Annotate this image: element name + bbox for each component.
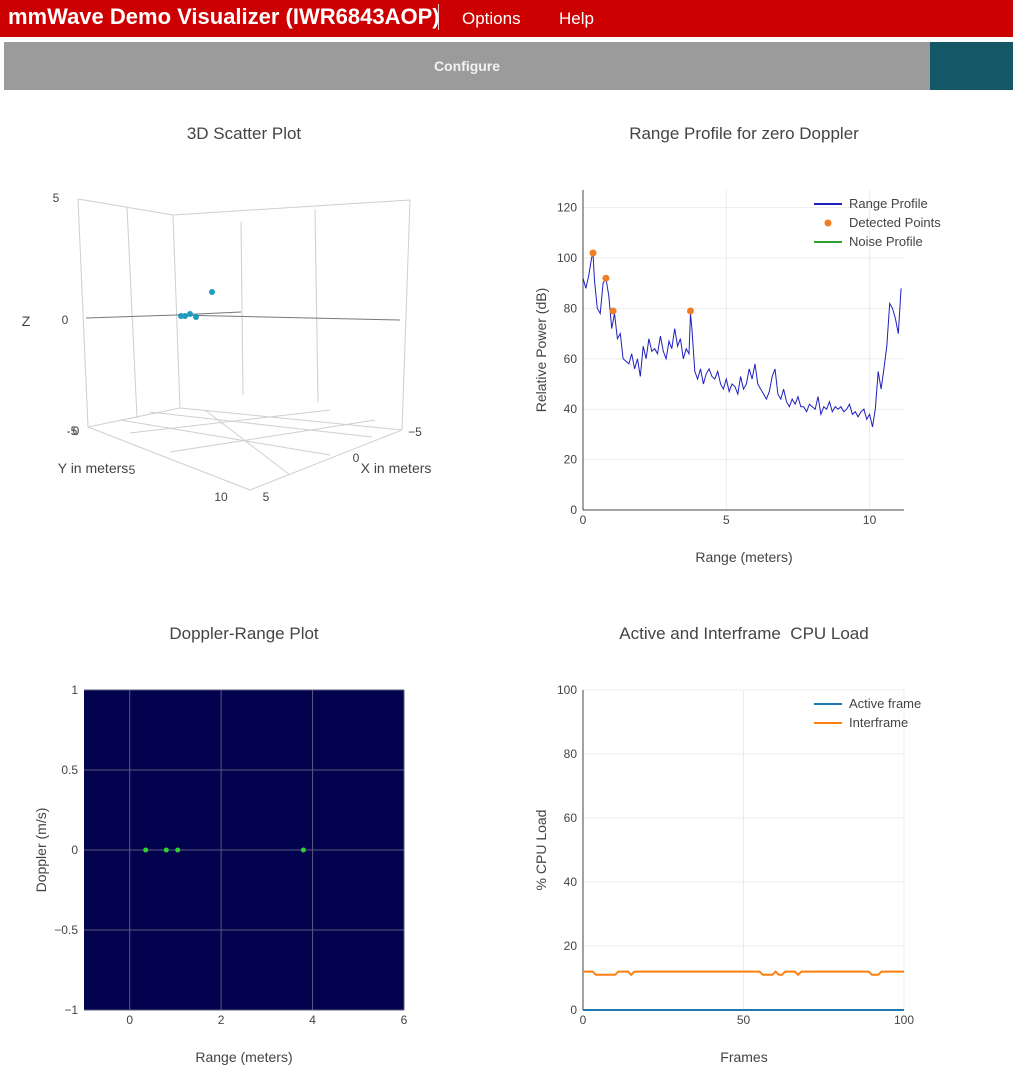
y-tick-5: 5 — [129, 463, 136, 477]
title-separator — [438, 4, 439, 30]
scatter-3d-box — [77, 198, 411, 491]
y-tick-label: 60 — [564, 352, 578, 366]
y-tick-label: 20 — [564, 939, 578, 953]
scatter-3d-title: 3D Scatter Plot — [187, 124, 302, 143]
point-3d — [209, 289, 215, 295]
y-tick-label: 1 — [71, 683, 78, 697]
legend-label: Active frame — [849, 696, 921, 711]
data-point — [300, 847, 306, 853]
y-tick-10: 10 — [214, 490, 228, 504]
x-tick-label: 10 — [863, 513, 877, 527]
data-point — [609, 307, 617, 315]
y-tick-label: 20 — [564, 453, 578, 467]
point-3d — [193, 314, 199, 320]
data-point — [602, 274, 610, 282]
legend-label: Interframe — [849, 715, 908, 730]
menu-options[interactable]: Options — [462, 9, 521, 28]
z-axis-label: Z — [22, 313, 31, 329]
cpu-load-ylabel: % CPU Load — [533, 810, 549, 891]
app-title: mmWave Demo Visualizer (IWR6843AOP) — [8, 4, 440, 29]
series-line — [582, 252, 902, 428]
scatter-3d-zero-plane — [85, 311, 401, 321]
x-tick-label: 100 — [894, 1013, 914, 1027]
y-tick-label: −1 — [64, 1003, 78, 1017]
x-tick-label: 50 — [737, 1013, 751, 1027]
data-point — [589, 249, 597, 257]
x-tick-label: 0 — [580, 513, 587, 527]
doppler-range-ylabel: Doppler (m/s) — [33, 808, 49, 893]
x-tick-label: 0 — [580, 1013, 587, 1027]
range-profile-title: Range Profile for zero Doppler — [629, 124, 859, 143]
menu-help[interactable]: Help — [559, 9, 594, 28]
cpu-load-title: Active and Interframe CPU Load — [619, 624, 868, 643]
y-tick-label: 0 — [570, 1003, 577, 1017]
range-profile-xlabel: Range (meters) — [695, 549, 792, 565]
doppler-range-xlabel: Range (meters) — [195, 1049, 292, 1065]
range-profile-ylabel: Relative Power (dB) — [533, 288, 549, 413]
x-tick-5: 5 — [263, 490, 270, 504]
y-tick-label: 0.5 — [61, 763, 78, 777]
y-tick-label: 100 — [557, 251, 577, 265]
y-tick-label: 60 — [564, 811, 578, 825]
x-tick-label: 4 — [309, 1013, 316, 1027]
legend-marker — [824, 219, 832, 227]
point-3d — [187, 311, 193, 317]
top-bar: mmWave Demo Visualizer (IWR6843AOP) Opti… — [0, 0, 1013, 37]
x-axis-label: X in meters — [361, 460, 432, 476]
range-profile-chart[interactable]: Range Profile for zero Doppler Range (me… — [533, 124, 941, 565]
y-tick-label: 100 — [557, 683, 577, 697]
y-tick-label: 0 — [570, 503, 577, 517]
x-tick-label: 0 — [126, 1013, 133, 1027]
legend-label: Range Profile — [849, 196, 928, 211]
x-tick-label: 2 — [218, 1013, 225, 1027]
doppler-range-chart[interactable]: Doppler-Range Plot Range (meters) Dopple… — [33, 624, 408, 1065]
x-tick-label: 6 — [401, 1013, 408, 1027]
y-tick-label: −0.5 — [54, 923, 78, 937]
x-tick-0: 0 — [353, 451, 360, 465]
legend-label: Noise Profile — [849, 234, 923, 249]
scatter-3d-plot[interactable]: 3D Scatter Plot 5 0 -5 Z — [22, 124, 432, 504]
data-point — [143, 847, 149, 853]
data-point — [175, 847, 181, 853]
y-tick-label: 80 — [564, 301, 578, 315]
y-tick-label: 80 — [564, 747, 578, 761]
y-tick-0: 0 — [73, 424, 80, 438]
y-axis-label: Y in meters — [58, 460, 129, 476]
cpu-load-chart[interactable]: Active and Interframe CPU Load Frames % … — [533, 624, 921, 1065]
z-tick-0: 0 — [62, 313, 69, 327]
z-tick-neg5: -5 — [67, 424, 78, 438]
y-tick-label: 120 — [557, 201, 577, 215]
tab-teal-block[interactable] — [930, 42, 1013, 90]
header-divider — [0, 37, 1013, 41]
y-tick-label: 0 — [71, 843, 78, 857]
plots-area: 3D Scatter Plot 5 0 -5 Z — [22, 124, 942, 1065]
doppler-range-title: Doppler-Range Plot — [169, 624, 319, 643]
x-tick-label: 5 — [723, 513, 730, 527]
legend-label: Detected Points — [849, 215, 941, 230]
x-tick-neg5: −5 — [408, 425, 422, 439]
cpu-load-xlabel: Frames — [720, 1049, 767, 1065]
y-tick-label: 40 — [564, 875, 578, 889]
point-3d — [182, 313, 188, 319]
data-point — [163, 847, 169, 853]
configure-tab[interactable]: Configure — [433, 58, 501, 74]
data-point — [686, 307, 694, 315]
series-line — [583, 970, 904, 977]
toolbar: Configure — [4, 42, 930, 90]
y-tick-label: 40 — [564, 402, 578, 416]
z-tick-5: 5 — [53, 191, 60, 205]
scatter-3d-points — [178, 289, 215, 320]
